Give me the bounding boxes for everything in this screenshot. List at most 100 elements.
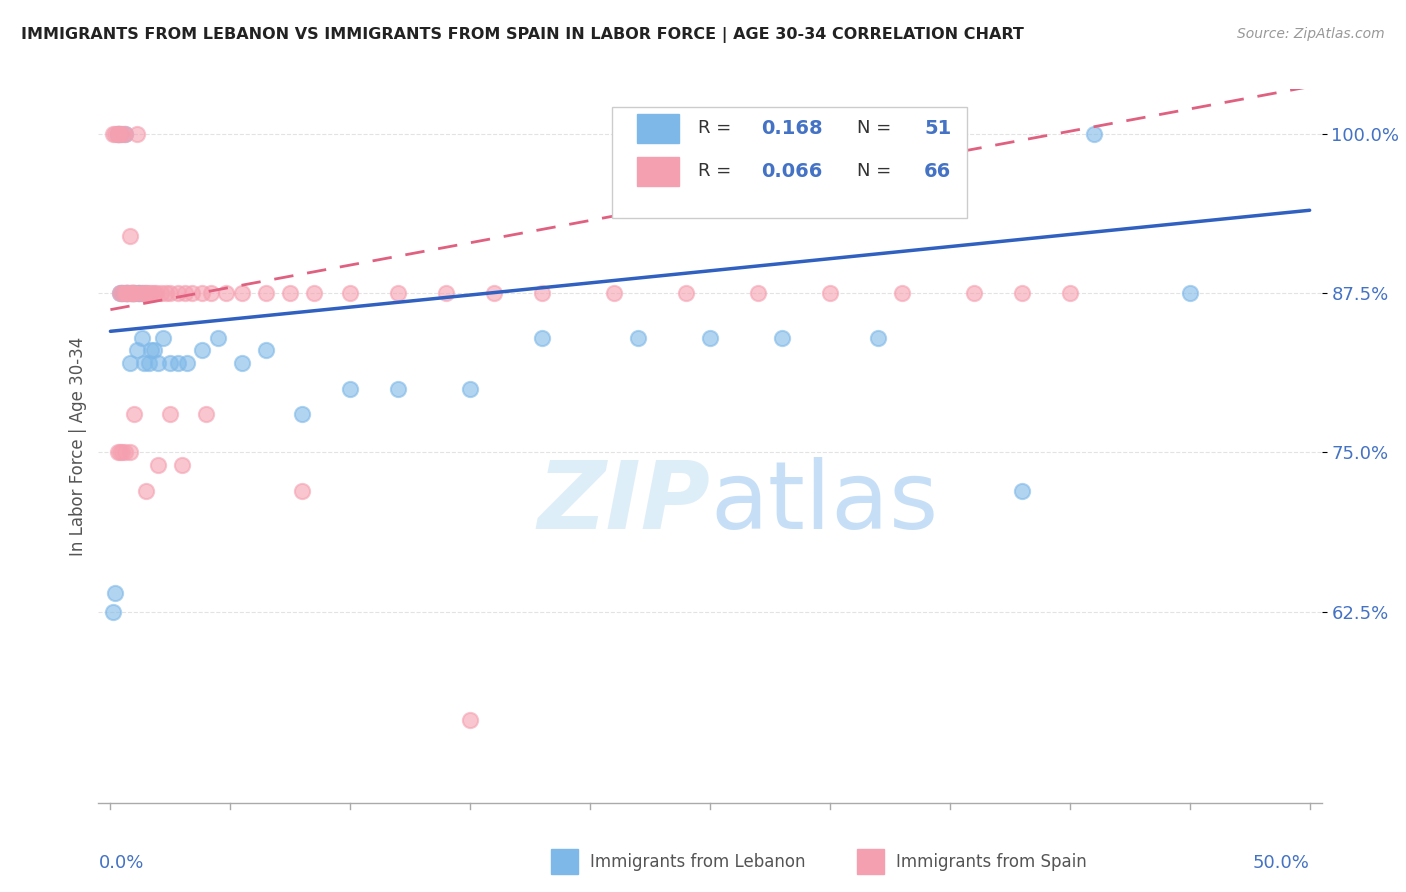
Point [627,331,650,345]
Bar [551,849,578,874]
Point [866,331,889,345]
Point [173,286,195,301]
Bar [856,849,884,874]
Point [190,343,212,358]
Point [531,286,554,301]
Text: Source: ZipAtlas.com: Source: ZipAtlas.com [1237,27,1385,41]
Point [181,286,204,301]
Point [131,286,153,301]
Point [207,331,229,345]
Point [675,286,697,301]
Point [304,286,326,301]
Point [118,228,141,243]
Point [111,286,134,301]
Point [254,343,277,358]
Point [176,356,198,370]
Text: 51: 51 [924,119,952,138]
Point [200,286,222,301]
Point [531,331,554,345]
Text: 50.0%: 50.0% [1253,854,1309,871]
Point [107,127,129,141]
Point [108,286,131,301]
Point [124,286,146,301]
Point [132,356,155,370]
Point [107,127,129,141]
Point [104,585,127,599]
Point [124,286,146,301]
Point [108,127,131,141]
Point [145,286,167,301]
FancyBboxPatch shape [612,107,967,218]
Point [138,286,160,301]
Point [195,407,218,421]
Point [1011,286,1033,301]
Point [101,127,124,141]
Point [458,382,481,396]
Point [699,331,721,345]
Point [135,286,157,301]
Point [121,286,143,301]
Text: Immigrants from Lebanon: Immigrants from Lebanon [591,853,806,871]
Point [121,286,143,301]
Point [890,286,912,301]
Point [125,343,148,358]
Point [115,286,138,301]
Point [135,286,157,301]
Point [118,356,141,370]
Bar [637,157,679,186]
Point [387,382,409,396]
Point [115,286,138,301]
Point [121,286,143,301]
Point [108,127,131,141]
Point [155,286,177,301]
Point [603,286,626,301]
Point [278,286,301,301]
Point [108,286,131,301]
Point [114,445,136,459]
Point [128,286,150,301]
Point [114,127,136,141]
Text: IMMIGRANTS FROM LEBANON VS IMMIGRANTS FROM SPAIN IN LABOR FORCE | AGE 30-34 CORR: IMMIGRANTS FROM LEBANON VS IMMIGRANTS FR… [21,27,1024,43]
Point [190,286,212,301]
Point [166,286,188,301]
Point [111,445,134,459]
Point [159,356,181,370]
Point [118,286,141,301]
Point [963,286,986,301]
Point [107,127,129,141]
Text: Immigrants from Spain: Immigrants from Spain [896,853,1087,871]
Point [135,483,157,498]
Text: R =: R = [697,162,737,180]
Point [148,458,170,472]
Point [121,286,143,301]
Point [115,286,138,301]
Text: N =: N = [856,162,897,180]
Point [128,286,150,301]
Point [118,445,141,459]
Point [124,407,146,421]
Text: R =: R = [697,120,737,137]
Point [747,286,769,301]
Text: N =: N = [856,120,897,137]
Point [1011,483,1033,498]
Point [458,713,481,727]
Point [159,407,181,421]
Point [291,407,314,421]
Point [111,286,134,301]
Point [114,127,136,141]
Point [1083,127,1105,141]
Point [254,286,277,301]
Y-axis label: In Labor Force | Age 30-34: In Labor Force | Age 30-34 [69,336,87,556]
Point [231,286,253,301]
Point [1059,286,1081,301]
Point [115,286,138,301]
Text: 66: 66 [924,161,952,181]
Point [141,343,163,358]
Point [231,356,253,370]
Point [114,286,136,301]
Text: atlas: atlas [710,457,938,549]
Point [124,286,146,301]
Point [104,127,127,141]
Point [172,458,194,472]
Point [125,127,148,141]
